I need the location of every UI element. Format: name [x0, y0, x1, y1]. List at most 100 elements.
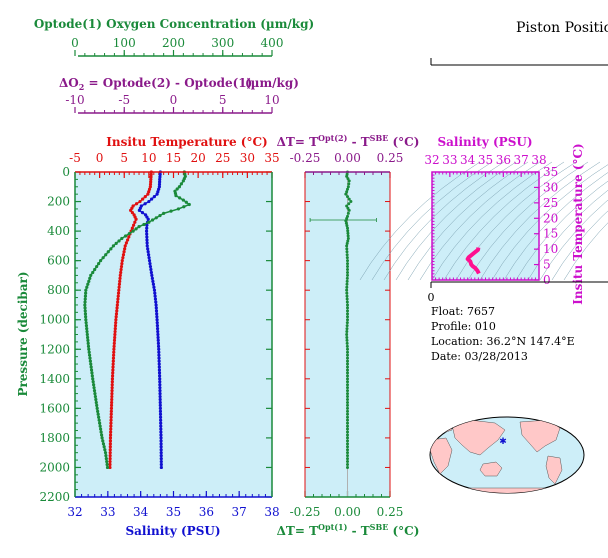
temperature-sample-point [132, 223, 136, 227]
temperature-sample-point [108, 459, 112, 464]
delta-t-point [346, 392, 349, 396]
temperature-sample-point [110, 397, 114, 402]
oxygen-sample-point [105, 459, 109, 464]
salinity-sample-point [157, 350, 161, 354]
temperature-axis-tick-label: 0 [96, 151, 104, 165]
float-id-text: Float: 7657 [431, 305, 495, 318]
salinity-sample-point [159, 439, 163, 443]
temperature-axis-tick-label: 35 [264, 151, 279, 165]
temperature-sample-point [123, 247, 127, 251]
temperature-sample-point [116, 291, 121, 295]
salinity-sample-point [159, 433, 163, 437]
temperature-sample-point [112, 350, 116, 354]
delta-t-point [346, 211, 350, 215]
land-antarctica [439, 487, 576, 493]
delta-t-point [346, 451, 349, 455]
salinity-sample-point [158, 175, 162, 179]
temperature-sample-point [110, 391, 114, 396]
temperature-sample-point [117, 282, 122, 286]
salinity-sample-point [147, 253, 151, 257]
salinity-sample-point [145, 232, 149, 236]
salinity-sample-point [157, 356, 161, 360]
delta-t-point [346, 436, 349, 440]
pressure-axis-tick-label: 0 [62, 165, 70, 179]
temperature-sample-point [110, 374, 115, 378]
ts-profile-line [465, 247, 481, 275]
oxygen-sample-point [89, 365, 93, 369]
delta-t-point [346, 359, 349, 363]
temperature-sample-point [108, 445, 112, 449]
temperature-sample-point [109, 430, 113, 434]
oxygen-sample-point [182, 205, 186, 209]
ts-y-tick-label: 20 [543, 211, 558, 225]
ts-diagram: Salinity (PSU) 32 33 34 35 36 37 3805101520253… [359, 135, 608, 305]
oxygen-sample-point [93, 391, 97, 396]
temperature-sample-point [114, 321, 118, 325]
oxygen-sample-point [87, 279, 91, 283]
oxygen-sample-point [84, 288, 88, 292]
delta-t-point [346, 365, 349, 369]
salinity-sample-point [155, 315, 159, 319]
density-contour [527, 189, 608, 281]
piston-plot: 0 [428, 58, 608, 304]
temperature-sample-point [118, 279, 122, 283]
delta-t-point [346, 231, 350, 235]
oxygen-sample-point [90, 374, 94, 378]
oxygen-sample-point [184, 200, 188, 204]
salinity-sample-point [158, 400, 162, 405]
temperature-sample-point [116, 294, 120, 298]
density-contour [503, 172, 608, 281]
temperature-sample-point [112, 353, 116, 357]
salinity-sample-point [159, 459, 163, 464]
salinity-sample-point [159, 456, 163, 461]
oxygen-sample-point [92, 389, 97, 393]
delta-t-point [345, 253, 349, 257]
salinity-sample-point [158, 389, 162, 393]
delta-t-bottom-label-sup1: Opt(1) [318, 522, 348, 532]
delta-t-point [346, 229, 350, 233]
delta-t-point [345, 241, 349, 245]
delta-t-point [346, 368, 349, 372]
oxygen-sample-point [117, 239, 121, 243]
oxygen-sample-point [85, 326, 89, 331]
salinity-sample-point [158, 415, 163, 419]
temperature-sample-point [109, 409, 113, 413]
delta-t-point [345, 344, 349, 348]
delta-t-plot: ΔT= TOpt(2) - TSBE (°C) -0.25-0.250.000.… [277, 133, 420, 538]
temperature-sample-point [109, 418, 113, 422]
delta-t-point [346, 303, 349, 307]
density-contour [407, 161, 529, 281]
land-south-america [545, 455, 563, 485]
salinity-axis-tick-label: 35 [166, 505, 181, 519]
oxygen-sample-point [83, 303, 87, 307]
oxygen-sample-point [181, 198, 185, 202]
oxygen-sample-point [98, 421, 102, 425]
salinity-axis-tick-label: 32 [67, 505, 82, 519]
oxygen-sample-point [83, 306, 87, 310]
delta-t-point [346, 383, 349, 387]
oxygen-axis-tick-label: 300 [211, 36, 234, 50]
temperature-sample-point [134, 202, 139, 206]
delta-t-point [345, 190, 349, 194]
oxygen-sample-point [181, 179, 185, 183]
delta-t-point [344, 192, 348, 196]
temperature-sample-point [108, 454, 112, 458]
salinity-sample-point [153, 294, 157, 298]
temperature-sample-point [109, 412, 113, 416]
delta-t-point [349, 200, 353, 204]
salinity-sample-point [156, 335, 160, 340]
delta-t-point [346, 262, 349, 266]
salinity-sample-point [155, 318, 159, 322]
salinity-sample-point [158, 412, 163, 416]
oxygen-sample-point [187, 202, 191, 207]
temperature-sample-point [111, 356, 116, 360]
temperature-sample-point [112, 344, 116, 348]
ts-plot-frame [431, 171, 540, 281]
delta-t-point [345, 324, 349, 328]
oxygen-sample-point [94, 397, 98, 402]
oxygen-sample-point [150, 218, 155, 222]
delta-t-point [346, 463, 349, 466]
delta-t-point [345, 333, 349, 336]
temperature-sample-point [108, 436, 113, 440]
temperature-sample-point [149, 177, 153, 181]
